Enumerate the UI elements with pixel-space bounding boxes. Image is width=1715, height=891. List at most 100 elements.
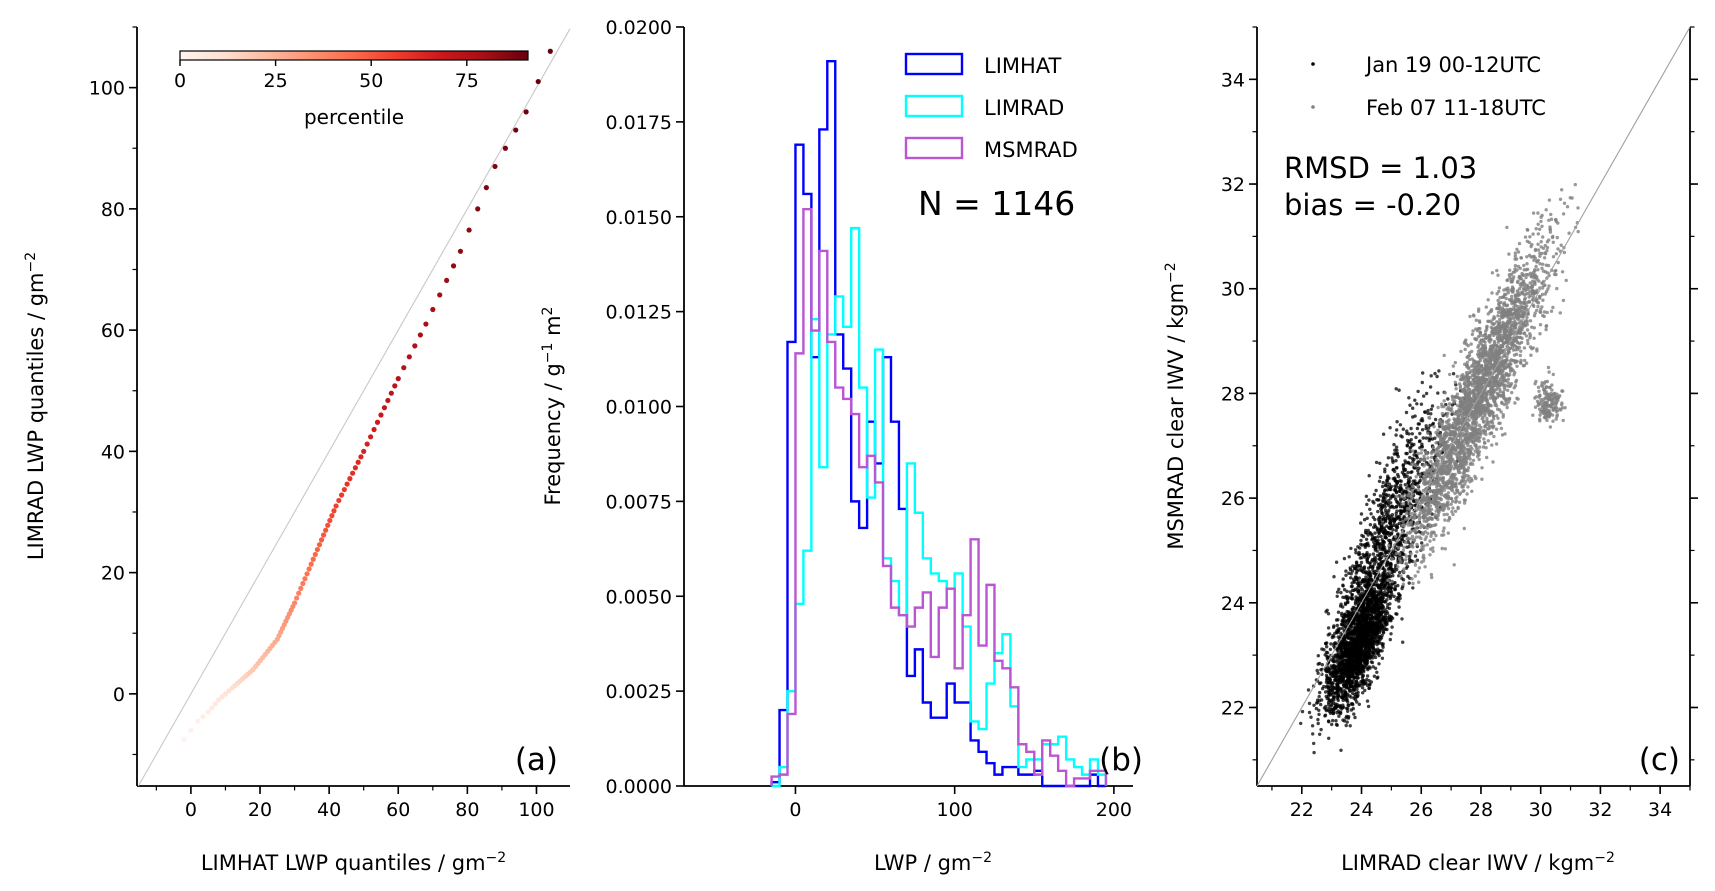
data-point xyxy=(1345,720,1349,724)
data-point xyxy=(1375,617,1379,621)
data-point xyxy=(1317,699,1322,703)
data-point xyxy=(1369,512,1373,516)
data-point xyxy=(1409,470,1413,475)
data-point xyxy=(1360,686,1365,690)
y-tick-label: 40 xyxy=(101,441,125,463)
data-point xyxy=(1393,587,1397,591)
data-point xyxy=(1398,423,1403,427)
data-point xyxy=(1394,451,1398,456)
data-point xyxy=(1326,612,1331,616)
quantile-point xyxy=(513,127,519,133)
y-tick-label: 60 xyxy=(101,320,125,342)
data-point xyxy=(1496,273,1500,277)
x-axis-label-text: LWP / gm xyxy=(874,851,971,875)
data-point xyxy=(1356,612,1360,616)
data-point xyxy=(1354,575,1358,579)
data-point xyxy=(1367,642,1371,646)
data-point xyxy=(1381,480,1385,485)
data-point xyxy=(1377,516,1381,520)
data-point xyxy=(1442,353,1446,358)
y-tick-label: 22 xyxy=(1221,697,1245,719)
quantile-point xyxy=(341,486,347,493)
data-point xyxy=(1426,456,1430,460)
data-point xyxy=(1365,614,1369,618)
data-point xyxy=(1446,397,1450,401)
data-point xyxy=(1373,531,1377,535)
data-point xyxy=(1490,291,1494,295)
quantile-point xyxy=(444,277,450,284)
data-point xyxy=(1390,625,1394,629)
data-point xyxy=(1404,410,1409,415)
data-point xyxy=(1362,681,1367,685)
data-point xyxy=(1414,454,1419,458)
data-point xyxy=(1394,445,1399,449)
colorbar-label: percentile xyxy=(304,105,404,129)
data-point xyxy=(1407,581,1411,585)
data-point xyxy=(1312,750,1316,755)
data-point xyxy=(1426,411,1430,416)
data-point xyxy=(1382,489,1387,493)
data-point xyxy=(1513,401,1517,405)
quantile-point xyxy=(181,736,187,742)
quantile-point xyxy=(304,571,310,577)
data-point xyxy=(1376,538,1380,543)
data-point xyxy=(1312,741,1316,746)
data-point xyxy=(1388,519,1393,523)
data-point xyxy=(1373,610,1377,614)
data-point xyxy=(1356,693,1360,698)
y-tick-label: 0.0075 xyxy=(606,491,672,513)
data-point xyxy=(1435,374,1439,379)
data-point xyxy=(1330,722,1334,727)
data-point xyxy=(1372,674,1377,678)
data-point xyxy=(1372,571,1376,575)
data-point xyxy=(1372,525,1376,529)
data-point xyxy=(1370,534,1374,538)
series-jan19 xyxy=(1299,369,1470,755)
data-point xyxy=(1340,652,1345,656)
data-point xyxy=(1344,723,1348,728)
data-point xyxy=(1523,235,1528,239)
data-point xyxy=(1381,605,1386,609)
data-point xyxy=(1385,488,1390,492)
x-axis-label-superscript: −2 xyxy=(971,850,992,866)
x-tick-label: 30 xyxy=(1529,799,1553,821)
data-point xyxy=(1362,602,1366,606)
data-point xyxy=(1382,493,1386,497)
data-point xyxy=(1398,570,1402,575)
data-point xyxy=(1380,656,1385,660)
quantile-point xyxy=(336,497,342,504)
data-point xyxy=(1357,596,1361,600)
data-point xyxy=(1341,666,1345,670)
data-point xyxy=(1382,526,1387,530)
data-point xyxy=(1426,531,1430,536)
data-point xyxy=(1429,572,1434,577)
data-point xyxy=(1364,636,1368,640)
data-point xyxy=(1329,692,1333,696)
data-point xyxy=(1526,267,1530,271)
data-point xyxy=(1326,694,1331,699)
data-point xyxy=(1397,599,1401,603)
quantile-point xyxy=(318,537,325,543)
data-point xyxy=(1396,516,1400,520)
data-point xyxy=(1406,574,1410,579)
data-point xyxy=(1495,292,1499,296)
data-point xyxy=(1539,240,1543,244)
data-point xyxy=(1400,523,1405,528)
data-point xyxy=(1354,621,1358,625)
data-point xyxy=(1329,658,1334,662)
data-point xyxy=(1385,611,1390,615)
data-point xyxy=(1368,682,1372,686)
data-point xyxy=(1528,235,1532,239)
data-point xyxy=(1392,518,1396,522)
data-point xyxy=(1323,714,1327,718)
data-point xyxy=(1399,497,1403,501)
data-point xyxy=(1393,489,1398,493)
data-point xyxy=(1394,528,1398,533)
quantile-point xyxy=(314,546,320,553)
data-point xyxy=(1334,653,1339,657)
data-point xyxy=(1388,487,1393,492)
data-point xyxy=(1399,434,1403,438)
data-point xyxy=(1349,572,1353,576)
data-point xyxy=(1380,633,1384,637)
